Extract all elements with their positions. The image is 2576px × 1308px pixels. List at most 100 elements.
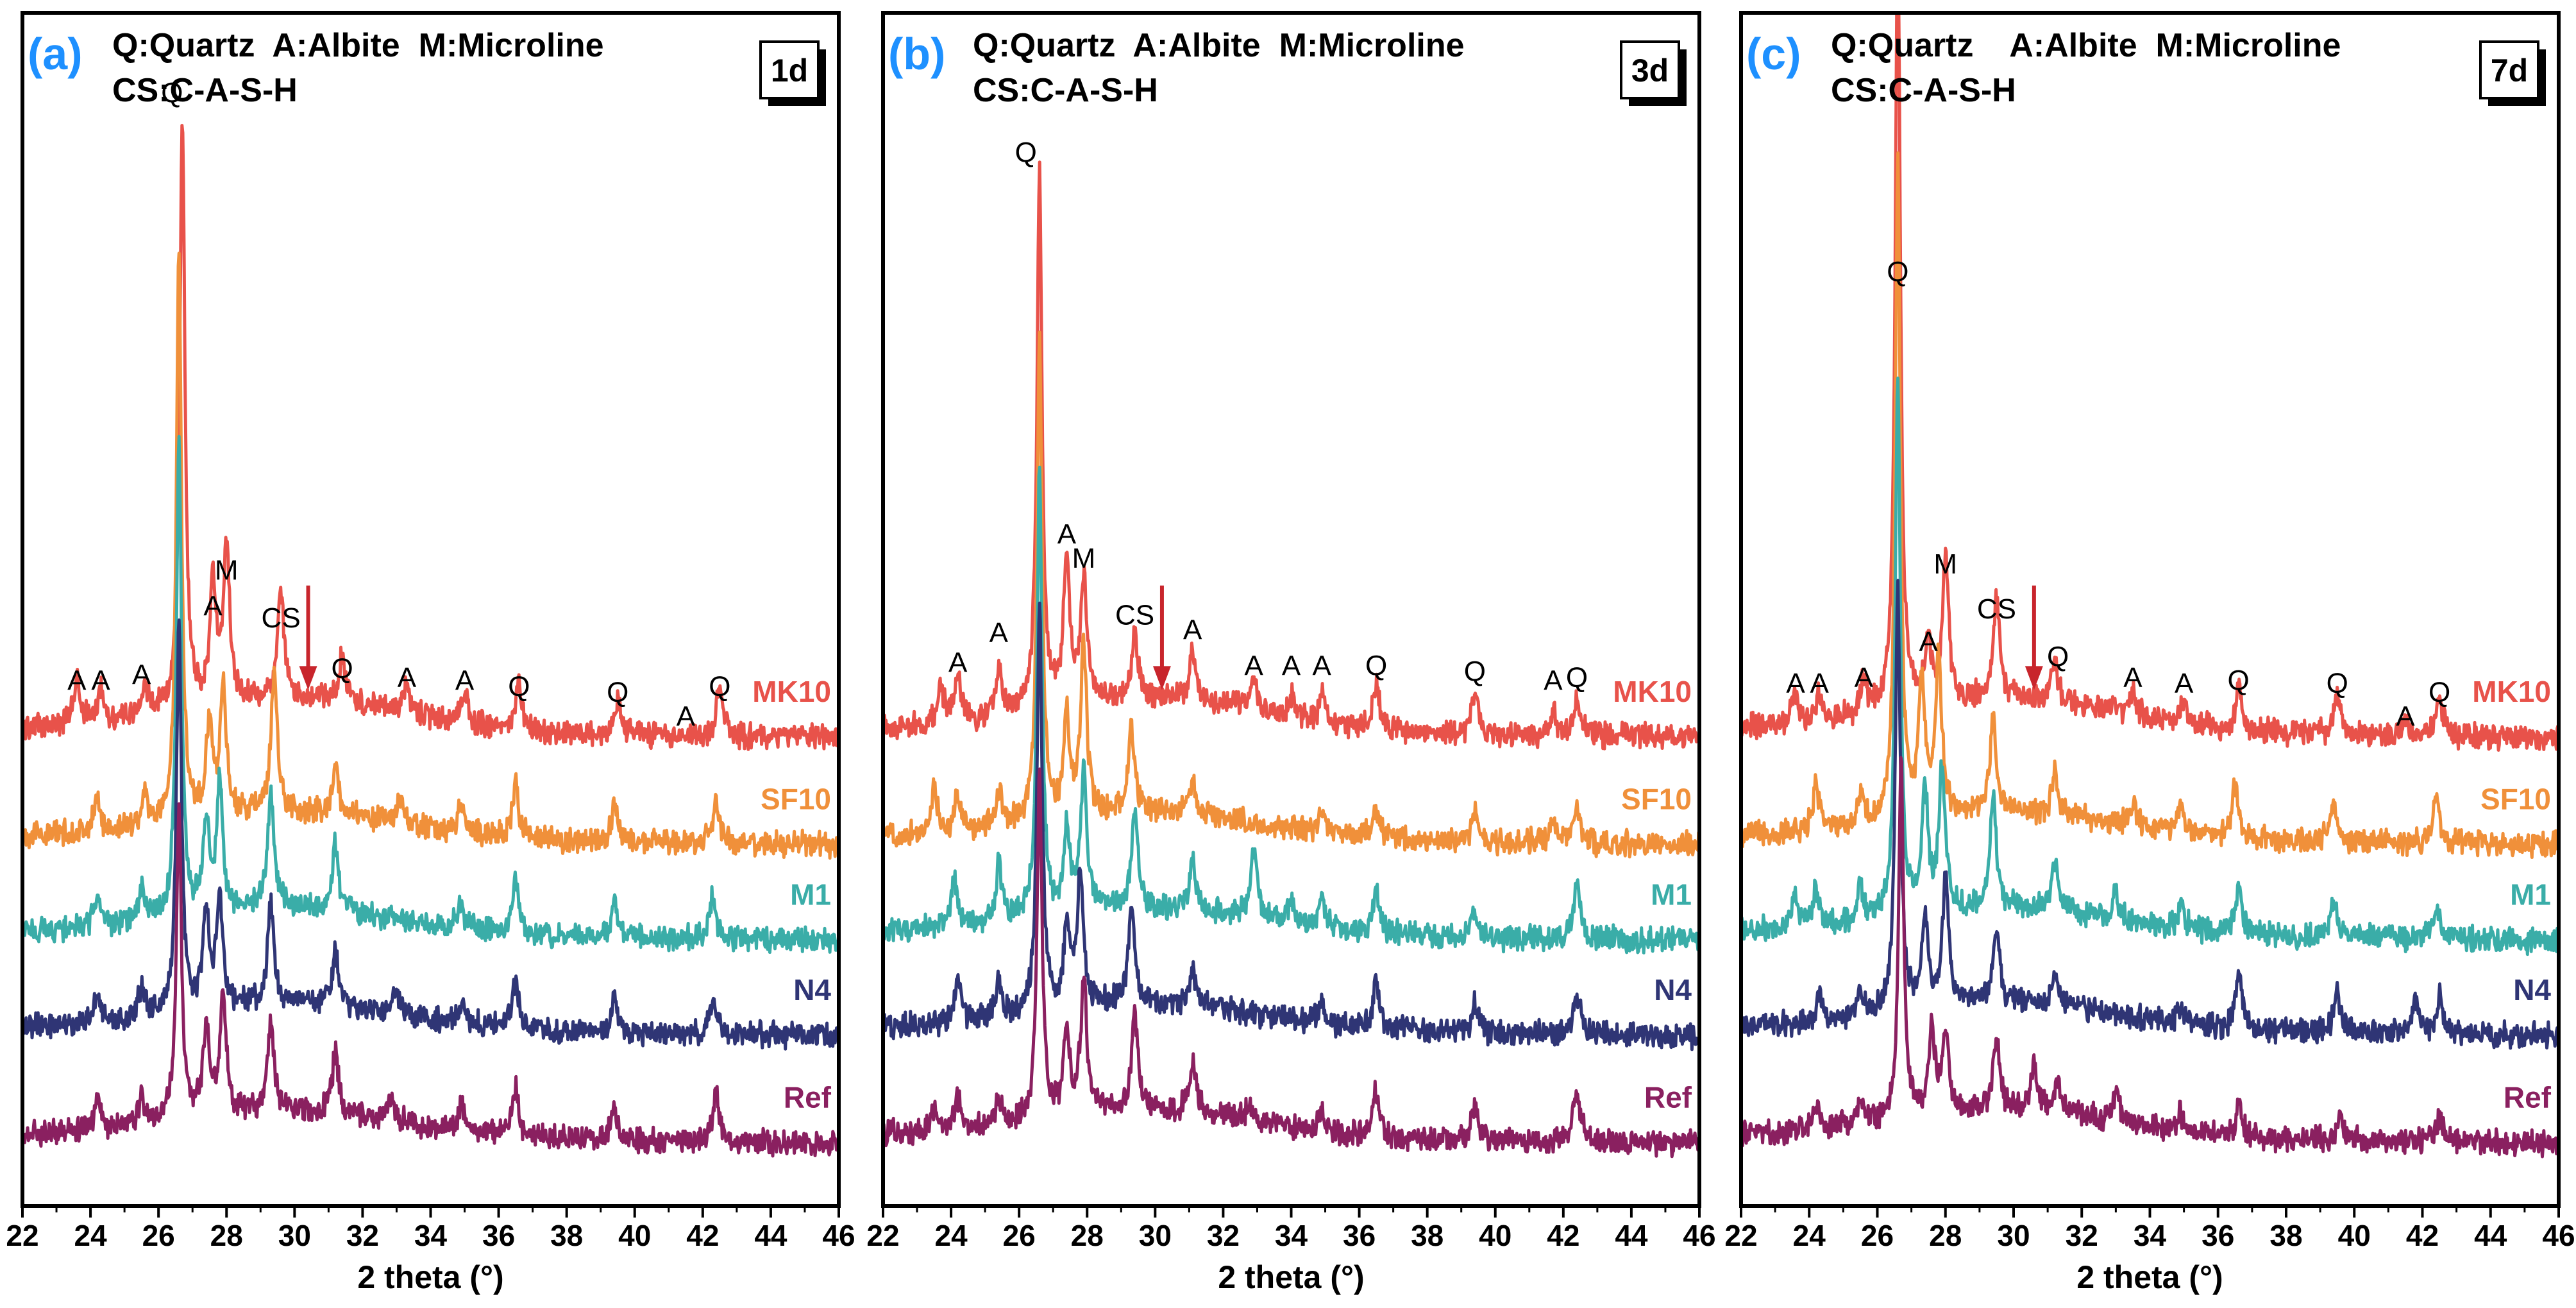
series-group [22, 124, 839, 1158]
x-tick-label: 36 [482, 1219, 515, 1252]
x-tick-label: 22 [866, 1219, 899, 1252]
peak-label: Q [1887, 257, 1908, 288]
series-label-n4: N4 [2513, 973, 2551, 1006]
cash-arrow-head [299, 666, 317, 690]
peak-label: A [1244, 650, 1263, 681]
series-line-ref [22, 802, 839, 1158]
age-label: 3d [1631, 53, 1669, 89]
series-line-sf10 [1741, 151, 2559, 859]
x-tick-label: 34 [414, 1219, 448, 1252]
x-tick-label: 30 [1139, 1219, 1172, 1252]
x-axis-title: 2 theta (°) [2076, 1259, 2223, 1295]
x-tick-label: 46 [822, 1219, 855, 1252]
x-axis-title: 2 theta (°) [357, 1259, 503, 1295]
peak-label: Q [1464, 656, 1486, 688]
peak-label: Q [2228, 665, 2250, 697]
peak-label: M [215, 555, 239, 586]
x-tick-label: 36 [1343, 1219, 1376, 1252]
x-tick-label: 26 [1003, 1219, 1036, 1252]
series-label-sf10: SF10 [1621, 783, 1692, 816]
panel-letter: (b) [888, 29, 945, 79]
peak-label: A [677, 701, 696, 732]
peak-label: Q [2047, 641, 2069, 672]
legend-line-2: CS:C-A-S-H [1831, 72, 2016, 109]
peak-label: A [2123, 662, 2142, 693]
age-box [2479, 40, 2539, 99]
panel-letter: (c) [1746, 29, 1801, 79]
peak-label: Q [331, 653, 353, 684]
x-tick-label: 44 [754, 1219, 787, 1252]
x-tick-label: 42 [2406, 1219, 2439, 1252]
peak-label: A [2396, 701, 2415, 732]
x-tick-label: 38 [550, 1219, 583, 1252]
series-group [883, 160, 1699, 1159]
legend-line-2: CS:C-A-S-H [973, 72, 1158, 109]
peak-label: A [203, 590, 223, 622]
series-line-m1 [22, 434, 839, 954]
x-tick-label: 42 [1547, 1219, 1579, 1252]
peak-label: A [1313, 650, 1332, 681]
peak-label: Q [1566, 662, 1588, 693]
series-label-ref: Ref [2504, 1081, 2552, 1114]
series-line-ref [883, 767, 1699, 1159]
x-tick-label: 40 [2338, 1219, 2371, 1252]
x-tick-label: 28 [210, 1219, 243, 1252]
peak-label: Q [161, 78, 183, 109]
series-line-ref [1741, 756, 2559, 1159]
x-tick-label: 32 [1207, 1219, 1240, 1252]
x-tick-label: 26 [142, 1219, 175, 1252]
x-tick-label: 28 [1929, 1219, 1962, 1252]
x-tick-label: 30 [278, 1219, 311, 1252]
x-tick-label: 24 [1793, 1219, 1826, 1252]
peak-label: CS [1115, 599, 1154, 631]
x-tick-label: 44 [2474, 1219, 2507, 1252]
x-tick-label: 42 [686, 1219, 719, 1252]
series-label-ref: Ref [1644, 1081, 1692, 1114]
peak-label: A [1786, 668, 1805, 699]
series-line-mk10 [883, 160, 1699, 751]
x-tick-label: 46 [2542, 1219, 2575, 1252]
age-label: 7d [2491, 53, 2528, 89]
x-tick-label: 34 [2134, 1219, 2167, 1252]
x-tick-label: 24 [74, 1219, 107, 1252]
series-line-mk10 [1741, 13, 2559, 752]
series-label-m1: M1 [2510, 878, 2551, 911]
age-box [759, 40, 820, 99]
x-tick-label: 38 [2269, 1219, 2302, 1252]
peak-label: A [989, 617, 1009, 649]
series-label-mk10: MK10 [1613, 675, 1692, 708]
series-label-sf10: SF10 [761, 783, 831, 816]
peak-label: A [1919, 626, 1939, 658]
x-tick-label: 22 [1724, 1219, 1757, 1252]
series-label-m1: M1 [790, 878, 831, 911]
legend-line-1: Q:Quartz A:Albite M:Microline [973, 27, 1465, 64]
peak-label: CS [262, 602, 301, 634]
peak-label: A [1282, 650, 1301, 681]
x-tick-label: 28 [1071, 1219, 1104, 1252]
legend-line-1: Q:Quartz A:Albite M:Microline [1831, 27, 2341, 64]
age-label: 1d [771, 53, 808, 89]
series-label-mk10: MK10 [752, 675, 831, 708]
peak-label: Q [607, 677, 628, 708]
x-tick-label: 44 [1615, 1219, 1648, 1252]
series-line-m1 [1741, 377, 2559, 956]
peak-label: A [398, 662, 417, 693]
x-tick-label: 34 [1275, 1219, 1308, 1252]
peak-label: A [1183, 615, 1202, 646]
x-axis-title: 2 theta (°) [1218, 1259, 1364, 1295]
x-tick-label: 38 [1411, 1219, 1444, 1252]
peak-label: A [1544, 665, 1563, 697]
peak-label: Q [508, 671, 530, 702]
x-tick-label: 30 [1997, 1219, 2030, 1252]
panel-letter: (a) [28, 29, 83, 79]
x-tick-label: 26 [1861, 1219, 1894, 1252]
peak-label: CS [1977, 593, 2016, 625]
peak-label: A [948, 647, 968, 679]
series-group [1741, 13, 2559, 1159]
x-tick-label: 36 [2201, 1219, 2234, 1252]
series-line-sf10 [22, 251, 839, 860]
